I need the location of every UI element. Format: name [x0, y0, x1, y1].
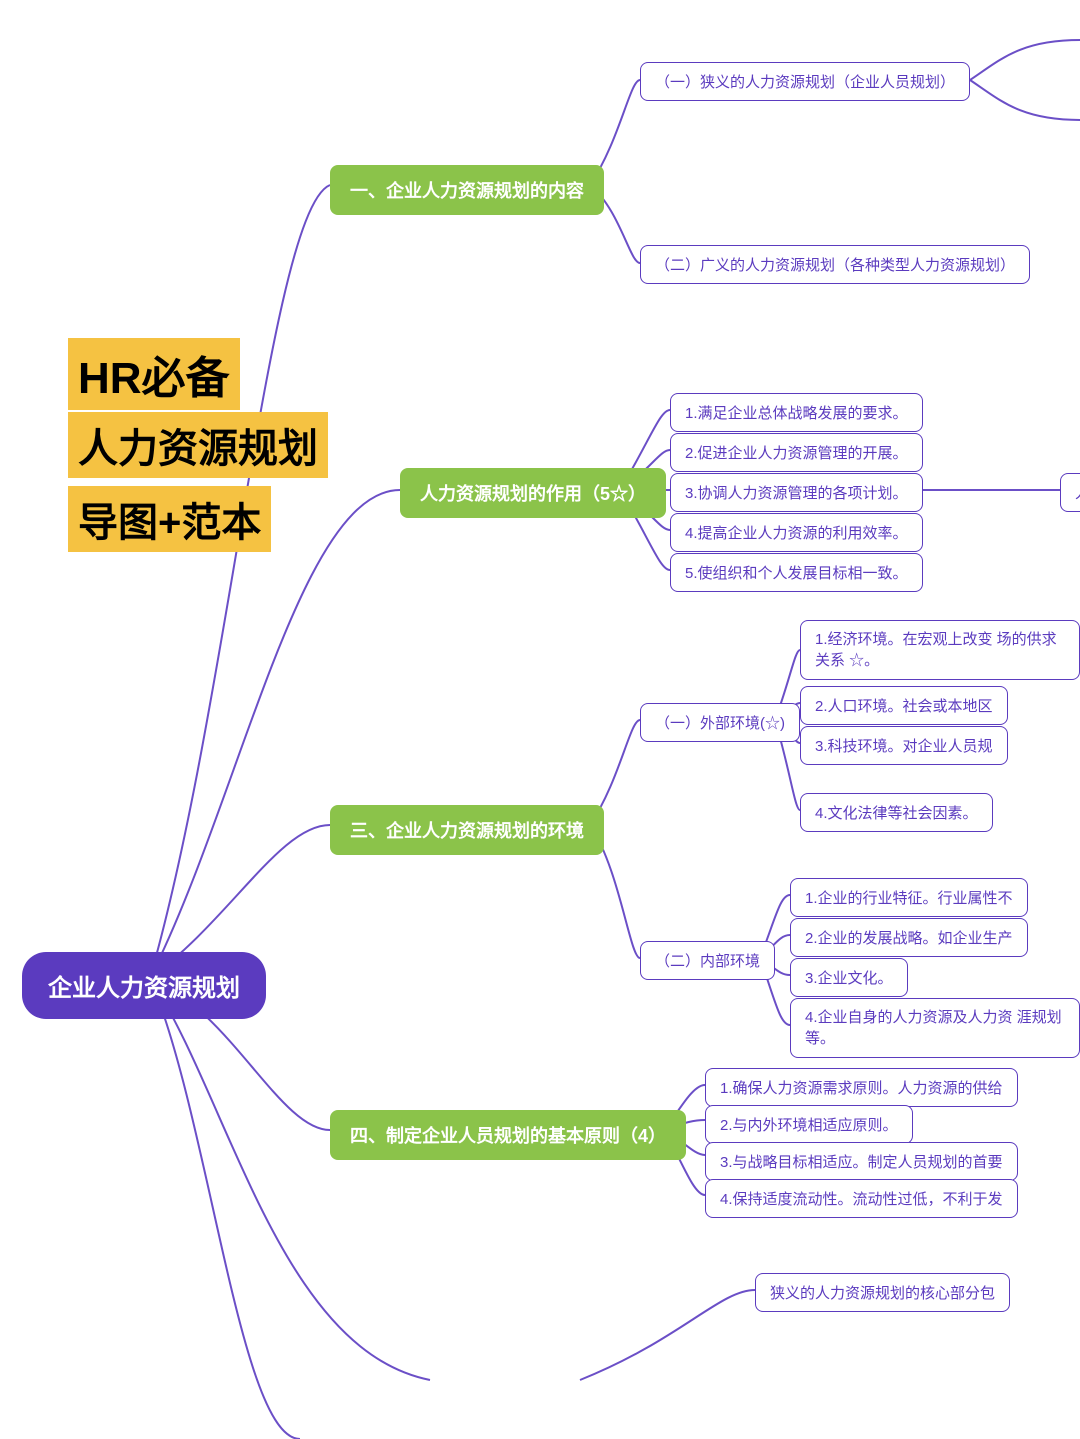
leaf-1-1[interactable]: （一）狭义的人力资源规划（企业人员规划）	[640, 62, 970, 101]
leaf-2-5-label: 5.使组织和个人发展目标相一致。	[685, 562, 908, 583]
branch-1-label: 一、企业人力资源规划的内容	[350, 177, 584, 203]
leaf-2-3-label: 3.协调人力资源管理的各项计划。	[685, 482, 908, 503]
leaf-4-3-label: 3.与战略目标相适应。制定人员规划的首要	[720, 1151, 1003, 1172]
overlay-line3: 导图+范本	[68, 486, 271, 552]
leaf-3b4[interactable]: 4.企业自身的人力资源及人力资 涯规划等。	[790, 998, 1080, 1058]
root-node[interactable]: 企业人力资源规划	[22, 952, 266, 1019]
leaf-3a[interactable]: （一）外部环境(☆)	[640, 703, 800, 742]
leaf-3b3[interactable]: 3.企业文化。	[790, 958, 908, 997]
leaf-5-1[interactable]: 狭义的人力资源规划的核心部分包	[755, 1273, 1010, 1312]
leaf-4-2[interactable]: 2.与内外环境相适应原则。	[705, 1105, 913, 1144]
leaf-3a3-label: 3.科技环境。对企业人员规	[815, 735, 993, 756]
leaf-3a1-label: 1.经济环境。在宏观上改变 场的供求关系 ☆。	[815, 629, 1065, 671]
leaf-3a2-label: 2.人口环境。社会或本地区	[815, 695, 993, 716]
leaf-4-1-label: 1.确保人力资源需求原则。人力资源的供给	[720, 1077, 1003, 1098]
branch-1[interactable]: 一、企业人力资源规划的内容	[330, 165, 604, 215]
leaf-3b2[interactable]: 2.企业的发展战略。如企业生产	[790, 918, 1028, 957]
leaf-2-4[interactable]: 4.提高企业人力资源的利用效率。	[670, 513, 923, 552]
leaf-3b2-label: 2.企业的发展战略。如企业生产	[805, 927, 1013, 948]
leaf-2-5[interactable]: 5.使组织和个人发展目标相一致。	[670, 553, 923, 592]
branch-3[interactable]: 三、企业人力资源规划的环境	[330, 805, 604, 855]
leaf-3a3[interactable]: 3.科技环境。对企业人员规	[800, 726, 1008, 765]
leaf-4-1[interactable]: 1.确保人力资源需求原则。人力资源的供给	[705, 1068, 1018, 1107]
leaf-2-3[interactable]: 3.协调人力资源管理的各项计划。	[670, 473, 923, 512]
leaf-3a1[interactable]: 1.经济环境。在宏观上改变 场的供求关系 ☆。	[800, 620, 1080, 680]
branch-4-label: 四、制定企业人员规划的基本原则（4）	[350, 1122, 666, 1148]
leaf-3b4-label: 4.企业自身的人力资源及人力资 涯规划等。	[805, 1007, 1065, 1049]
leaf-3b[interactable]: （二）内部环境	[640, 941, 775, 980]
overlay-line2: 人力资源规划	[68, 412, 328, 478]
leaf-1-1-label: （一）狭义的人力资源规划（企业人员规划）	[655, 71, 955, 92]
leaf-3a2[interactable]: 2.人口环境。社会或本地区	[800, 686, 1008, 725]
leaf-4-3[interactable]: 3.与战略目标相适应。制定人员规划的首要	[705, 1142, 1018, 1181]
branch-3-label: 三、企业人力资源规划的环境	[350, 817, 584, 843]
overlay-line1: HR必备	[68, 338, 240, 410]
leaf-3b3-label: 3.企业文化。	[805, 967, 893, 988]
branch-4[interactable]: 四、制定企业人员规划的基本原则（4）	[330, 1110, 686, 1160]
leaf-2-1-label: 1.满足企业总体战略发展的要求。	[685, 402, 908, 423]
leaf-2-4-label: 4.提高企业人力资源的利用效率。	[685, 522, 908, 543]
leaf-3b1[interactable]: 1.企业的行业特征。行业属性不	[790, 878, 1028, 917]
branch-2-label: 人力资源规划的作用（5☆）	[420, 480, 646, 506]
overlay-line2-text: 人力资源规划	[78, 427, 318, 471]
root-label: 企业人力资源规划	[48, 968, 240, 1003]
leaf-2-ext[interactable]: 人	[1060, 473, 1080, 512]
leaf-3a-label: （一）外部环境(☆)	[655, 712, 785, 733]
overlay-line3-text: 导图+范本	[78, 501, 261, 545]
leaf-3a4[interactable]: 4.文化法律等社会因素。	[800, 793, 993, 832]
overlay-line1-text: HR必备	[78, 354, 230, 403]
leaf-5-1-label: 狭义的人力资源规划的核心部分包	[770, 1282, 995, 1303]
branch-2[interactable]: 人力资源规划的作用（5☆）	[400, 468, 666, 518]
leaf-4-4[interactable]: 4.保持适度流动性。流动性过低，不利于发	[705, 1179, 1018, 1218]
leaf-2-1[interactable]: 1.满足企业总体战略发展的要求。	[670, 393, 923, 432]
leaf-1-2-label: （二）广义的人力资源规划（各种类型人力资源规划）	[655, 254, 1015, 275]
leaf-3b-label: （二）内部环境	[655, 950, 760, 971]
leaf-3a4-label: 4.文化法律等社会因素。	[815, 802, 978, 823]
leaf-3b1-label: 1.企业的行业特征。行业属性不	[805, 887, 1013, 908]
leaf-1-2[interactable]: （二）广义的人力资源规划（各种类型人力资源规划）	[640, 245, 1030, 284]
leaf-4-2-label: 2.与内外环境相适应原则。	[720, 1114, 898, 1135]
leaf-2-2-label: 2.促进企业人力资源管理的开展。	[685, 442, 908, 463]
leaf-2-ext-label: 人	[1075, 482, 1080, 503]
leaf-4-4-label: 4.保持适度流动性。流动性过低，不利于发	[720, 1188, 1003, 1209]
leaf-2-2[interactable]: 2.促进企业人力资源管理的开展。	[670, 433, 923, 472]
